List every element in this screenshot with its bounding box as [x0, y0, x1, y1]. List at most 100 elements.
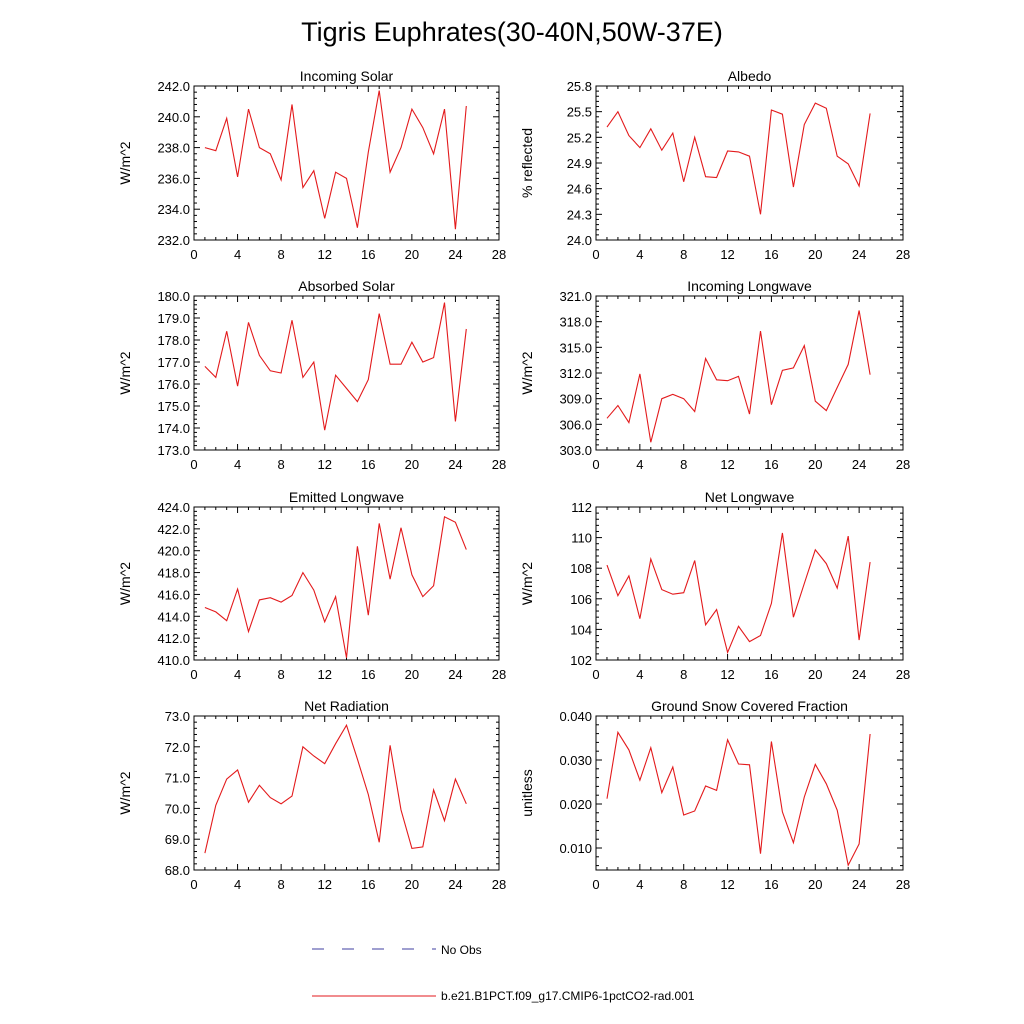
x-tick-label: 4 — [636, 247, 643, 262]
panel-ground-snow-covered-fraction: 0 4 8 12 16 20 24 28 0.010 0.020 0.030 0.040 Ground … — [519, 698, 910, 892]
y-tick-label: 309.0 — [559, 392, 592, 407]
x-tick-label: 8 — [680, 877, 687, 892]
y-axis-label: unitless — [519, 769, 535, 816]
y-tick-label: 306.0 — [559, 417, 592, 432]
x-tick-label: 12 — [720, 667, 734, 682]
y-tick-label: 238.0 — [157, 141, 190, 156]
x-tick-label: 16 — [361, 667, 375, 682]
x-tick-label: 20 — [405, 457, 419, 472]
x-tick-label: 4 — [234, 457, 241, 472]
panel-title: Incoming Solar — [300, 68, 394, 84]
x-tick-label: 4 — [234, 667, 241, 682]
y-axis-label: % reflected — [519, 128, 535, 198]
x-tick-label: 8 — [680, 457, 687, 472]
x-tick-label: 20 — [808, 247, 822, 262]
x-tick-label: 4 — [636, 877, 643, 892]
x-tick-label: 16 — [764, 457, 778, 472]
y-tick-label: 178.0 — [157, 333, 190, 348]
y-tick-label: 177.0 — [157, 355, 190, 370]
x-tick-label: 0 — [592, 877, 599, 892]
y-tick-label: 24.6 — [567, 182, 592, 197]
plot-frame — [595, 506, 904, 661]
x-tick-label: 28 — [896, 247, 910, 262]
x-tick-label: 12 — [720, 457, 734, 472]
y-tick-label: 236.0 — [157, 171, 190, 186]
x-tick-label: 24 — [448, 877, 462, 892]
y-tick-label: 173.0 — [157, 443, 190, 458]
y-tick-label: 110 — [571, 531, 592, 546]
y-tick-label: 0.030 — [559, 753, 592, 768]
y-tick-label: 174.0 — [157, 421, 190, 436]
series-line — [606, 102, 871, 215]
y-tick-label: 0.020 — [559, 797, 592, 812]
x-tick-label: 28 — [896, 877, 910, 892]
x-tick-label: 20 — [405, 247, 419, 262]
y-tick-label: 24.3 — [567, 207, 592, 222]
y-tick-label: 25.5 — [567, 105, 592, 120]
y-tick-label: 234.0 — [157, 202, 190, 217]
y-tick-label: 68.0 — [165, 863, 190, 878]
y-tick-label: 422.0 — [157, 522, 190, 537]
x-tick-label: 28 — [492, 877, 506, 892]
y-tick-label: 232.0 — [157, 233, 190, 248]
panel-net-radiation: 0 4 8 12 16 20 24 28 68.0 69.0 70.0 71.0 72.0 73.0 Net… — [117, 698, 506, 892]
series-line — [606, 532, 871, 655]
y-tick-label: 102 — [570, 653, 592, 668]
x-tick-label: 24 — [448, 457, 462, 472]
panel-title: Incoming Longwave — [687, 278, 812, 294]
y-tick-label: 25.8 — [567, 79, 592, 94]
panel-title: Absorbed Solar — [298, 278, 395, 294]
x-tick-label: 24 — [852, 457, 866, 472]
y-tick-label: 321.0 — [559, 289, 592, 304]
y-tick-label: 312.0 — [559, 366, 592, 381]
y-tick-label: 303.0 — [559, 443, 592, 458]
legend: No Obs b.e21.B1PCT.f09_g17.CMIP6-1pctCO2… — [312, 943, 695, 1003]
y-tick-label: 179.0 — [157, 311, 190, 326]
y-axis-label: W/m^2 — [117, 141, 133, 184]
panel-title: Albedo — [728, 68, 772, 84]
legend-no-obs-label: No Obs — [441, 943, 482, 957]
x-tick-label: 16 — [764, 877, 778, 892]
y-tick-label: 72.0 — [165, 740, 190, 755]
panel-emitted-longwave: 0 4 8 12 16 20 24 28 410.0 412.0 414.0 416.0 418.0 42… — [117, 489, 506, 682]
x-tick-label: 24 — [852, 247, 866, 262]
y-tick-label: 410.0 — [157, 653, 190, 668]
series-line — [606, 310, 871, 443]
x-tick-label: 4 — [234, 247, 241, 262]
x-tick-label: 12 — [317, 877, 331, 892]
x-tick-label: 28 — [896, 457, 910, 472]
y-tick-label: 416.0 — [157, 587, 190, 602]
x-tick-label: 12 — [720, 877, 734, 892]
series-line — [204, 90, 467, 230]
x-tick-label: 4 — [636, 457, 643, 472]
y-tick-label: 242.0 — [157, 79, 190, 94]
x-tick-label: 16 — [764, 667, 778, 682]
x-tick-label: 12 — [317, 667, 331, 682]
x-tick-label: 8 — [680, 667, 687, 682]
plot-frame — [595, 85, 904, 241]
y-axis-label: W/m^2 — [117, 351, 133, 394]
figure-title: Tigris Euphrates(30-40N,50W-37E) — [301, 17, 723, 47]
y-tick-label: 315.0 — [559, 340, 592, 355]
x-tick-label: 8 — [278, 247, 285, 262]
panel-title: Net Radiation — [304, 698, 389, 714]
x-tick-label: 0 — [190, 877, 197, 892]
x-tick-label: 12 — [317, 457, 331, 472]
y-tick-label: 412.0 — [157, 631, 190, 646]
y-tick-label: 176.0 — [157, 377, 190, 392]
y-tick-label: 414.0 — [157, 609, 190, 624]
series-line — [204, 515, 467, 658]
y-tick-label: 180.0 — [157, 289, 190, 304]
series-line — [204, 723, 467, 854]
x-tick-label: 16 — [361, 247, 375, 262]
x-tick-label: 20 — [808, 457, 822, 472]
y-tick-label: 25.2 — [567, 130, 592, 145]
x-tick-label: 4 — [234, 877, 241, 892]
x-tick-label: 8 — [278, 877, 285, 892]
y-tick-label: 0.040 — [559, 709, 592, 724]
y-tick-label: 71.0 — [165, 771, 190, 786]
y-tick-label: 73.0 — [165, 709, 190, 724]
y-tick-label: 420.0 — [157, 544, 190, 559]
x-tick-label: 20 — [405, 877, 419, 892]
